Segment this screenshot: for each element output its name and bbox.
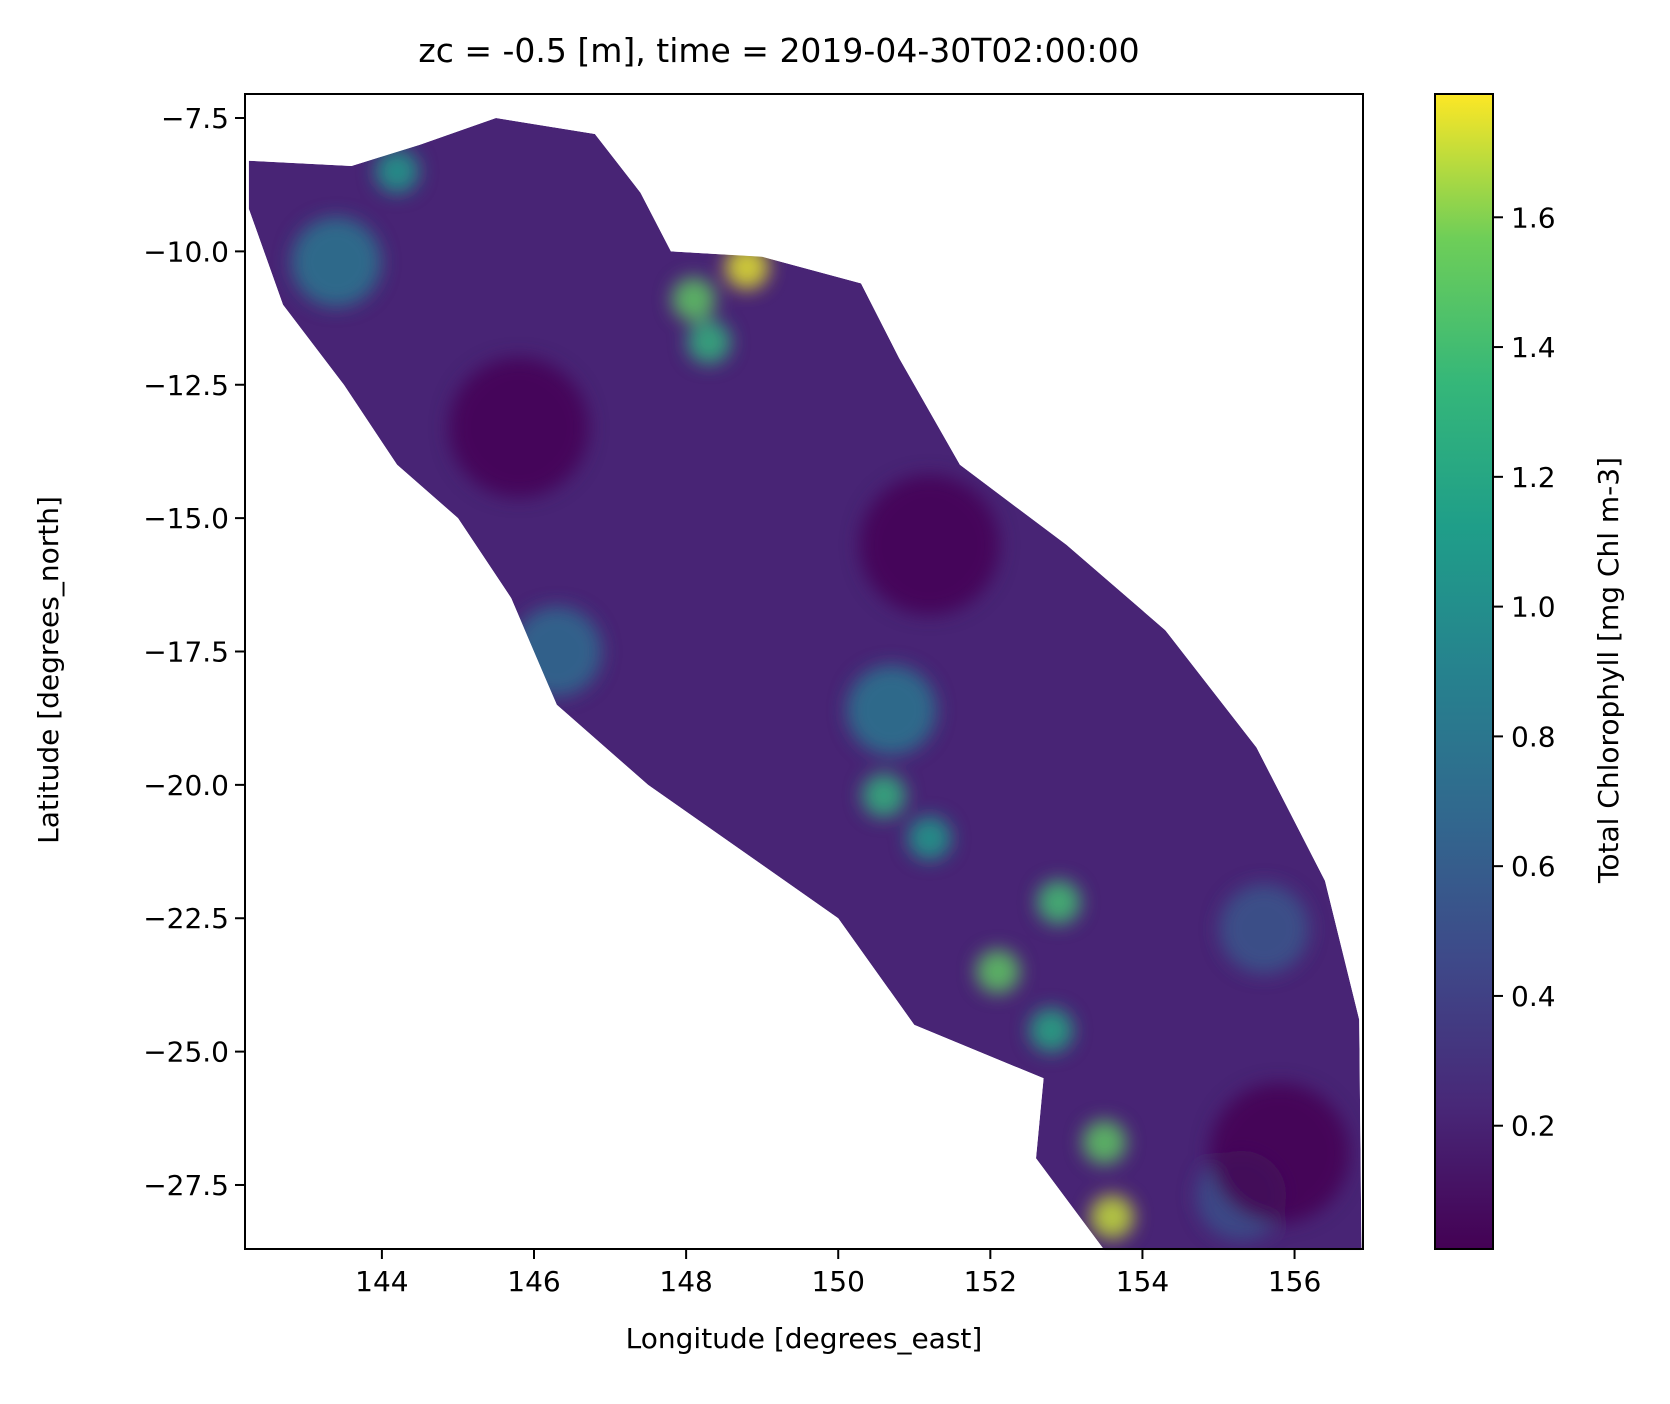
- x-tick-label: 148: [659, 1265, 712, 1298]
- colorbar-tick-label: 0.8: [1511, 720, 1556, 753]
- y-tick-label: −17.5: [143, 635, 229, 668]
- colorbar: 0.2 0.4 0.6 0.8 1.0 1.2 1.4 1.6 Total Chlorophy…: [1434, 93, 1625, 1250]
- concentration-blob: [975, 949, 1020, 994]
- concentration-blob: [1209, 1082, 1350, 1223]
- concentration-blob: [724, 245, 769, 290]
- y-tick-label: −22.5: [143, 902, 229, 935]
- concentration-blob: [375, 149, 420, 194]
- concentration-blob: [846, 665, 937, 756]
- colorbar-label: Total Chlorophyll [mg Chl m-3]: [1592, 457, 1625, 884]
- x-axis-label: Longitude [degrees_east]: [626, 1322, 983, 1355]
- colorbar-tick-label: 1.4: [1511, 331, 1556, 364]
- y-tick-label: −12.5: [143, 369, 229, 402]
- colorbar-tick-label: 1.6: [1511, 201, 1556, 234]
- x-tick-label: 154: [1116, 1265, 1169, 1298]
- concentration-blob: [1090, 1194, 1135, 1239]
- concentration-blob: [907, 816, 952, 861]
- y-tick-label: −27.5: [143, 1169, 229, 1202]
- concentration-blob: [448, 357, 589, 498]
- chart-title: zc = -0.5 [m], time = 2019-04-30T02:00:0…: [418, 31, 1139, 70]
- plot-area: 144 146 148 150 152 154 156 −7.5 −10.0 −12.5 −15.…: [143, 93, 1364, 1298]
- y-tick-label: −25.0: [143, 1036, 229, 1069]
- concentration-blob: [859, 474, 1000, 615]
- colorbar-ticks: 0.2 0.4 0.6 0.8 1.0 1.2 1.4 1.6: [1493, 201, 1556, 1143]
- concentration-blob: [291, 217, 382, 308]
- concentration-blob: [511, 606, 602, 697]
- x-tick-label: 156: [1268, 1265, 1321, 1298]
- domain-base-fill: [248, 118, 1362, 1251]
- y-tick-label: −10.0: [143, 235, 229, 268]
- colorbar-gradient: [1434, 93, 1494, 1250]
- y-tick-label: −20.0: [143, 769, 229, 802]
- colorbar-tick-label: 1.0: [1511, 591, 1556, 624]
- axes-frame: [244, 93, 1364, 1250]
- concentration-blob: [1029, 1008, 1074, 1053]
- x-tick-label: 150: [811, 1265, 864, 1298]
- colorbar-tick-label: 0.4: [1511, 980, 1556, 1013]
- y-tick-label: −7.5: [161, 102, 229, 135]
- concentration-blob: [1082, 1120, 1127, 1165]
- colorbar-tick-label: 0.2: [1511, 1110, 1556, 1143]
- concentration-blob: [1219, 883, 1310, 974]
- y-axis-label: Latitude [degrees_north]: [32, 496, 65, 844]
- concentration-blob: [1036, 880, 1081, 925]
- x-tick-label: 144: [355, 1265, 408, 1298]
- concentration-blob: [686, 320, 731, 365]
- y-tick-label: −15.0: [143, 502, 229, 535]
- y-axis-ticks: −7.5 −10.0 −12.5 −15.0 −17.5 −20.0 −22.5 −25.0 −…: [143, 102, 245, 1202]
- x-tick-label: 152: [964, 1265, 1017, 1298]
- colorbar-tick-label: 0.6: [1511, 850, 1556, 883]
- concentration-blob: [671, 277, 716, 322]
- concentration-blob: [861, 773, 906, 818]
- colorbar-tick-label: 1.2: [1511, 461, 1556, 494]
- chlorophyll-field: [248, 118, 1362, 1251]
- x-axis-ticks: 144 146 148 150 152 154 156: [355, 1249, 1321, 1298]
- x-tick-label: 146: [507, 1265, 560, 1298]
